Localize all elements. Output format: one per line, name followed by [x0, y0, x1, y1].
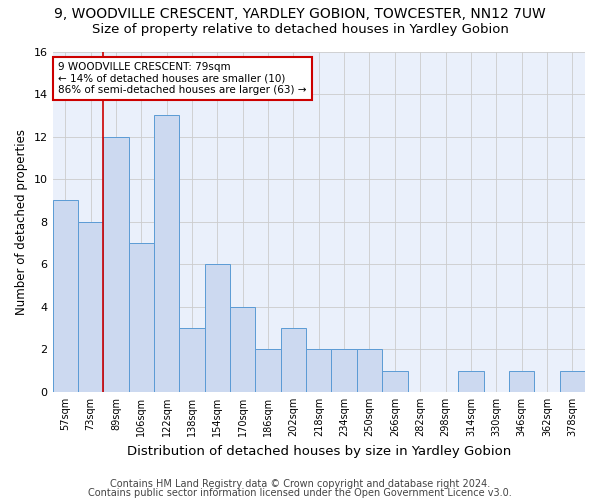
Text: 9 WOODVILLE CRESCENT: 79sqm
← 14% of detached houses are smaller (10)
86% of sem: 9 WOODVILLE CRESCENT: 79sqm ← 14% of det… — [58, 62, 307, 95]
Bar — [53, 200, 78, 392]
Bar — [281, 328, 306, 392]
Bar — [509, 370, 534, 392]
Bar — [458, 370, 484, 392]
Text: 9, WOODVILLE CRESCENT, YARDLEY GOBION, TOWCESTER, NN12 7UW: 9, WOODVILLE CRESCENT, YARDLEY GOBION, T… — [54, 8, 546, 22]
Bar — [331, 350, 357, 392]
Bar — [179, 328, 205, 392]
Bar — [128, 243, 154, 392]
Text: Contains public sector information licensed under the Open Government Licence v3: Contains public sector information licen… — [88, 488, 512, 498]
Bar — [256, 350, 281, 392]
Bar — [306, 350, 331, 392]
Bar — [382, 370, 407, 392]
Bar — [154, 116, 179, 392]
X-axis label: Distribution of detached houses by size in Yardley Gobion: Distribution of detached houses by size … — [127, 444, 511, 458]
Bar — [205, 264, 230, 392]
Bar — [103, 136, 128, 392]
Bar — [78, 222, 103, 392]
Bar — [560, 370, 585, 392]
Text: Size of property relative to detached houses in Yardley Gobion: Size of property relative to detached ho… — [92, 22, 508, 36]
Text: Contains HM Land Registry data © Crown copyright and database right 2024.: Contains HM Land Registry data © Crown c… — [110, 479, 490, 489]
Bar — [357, 350, 382, 392]
Bar — [230, 307, 256, 392]
Y-axis label: Number of detached properties: Number of detached properties — [15, 128, 28, 314]
